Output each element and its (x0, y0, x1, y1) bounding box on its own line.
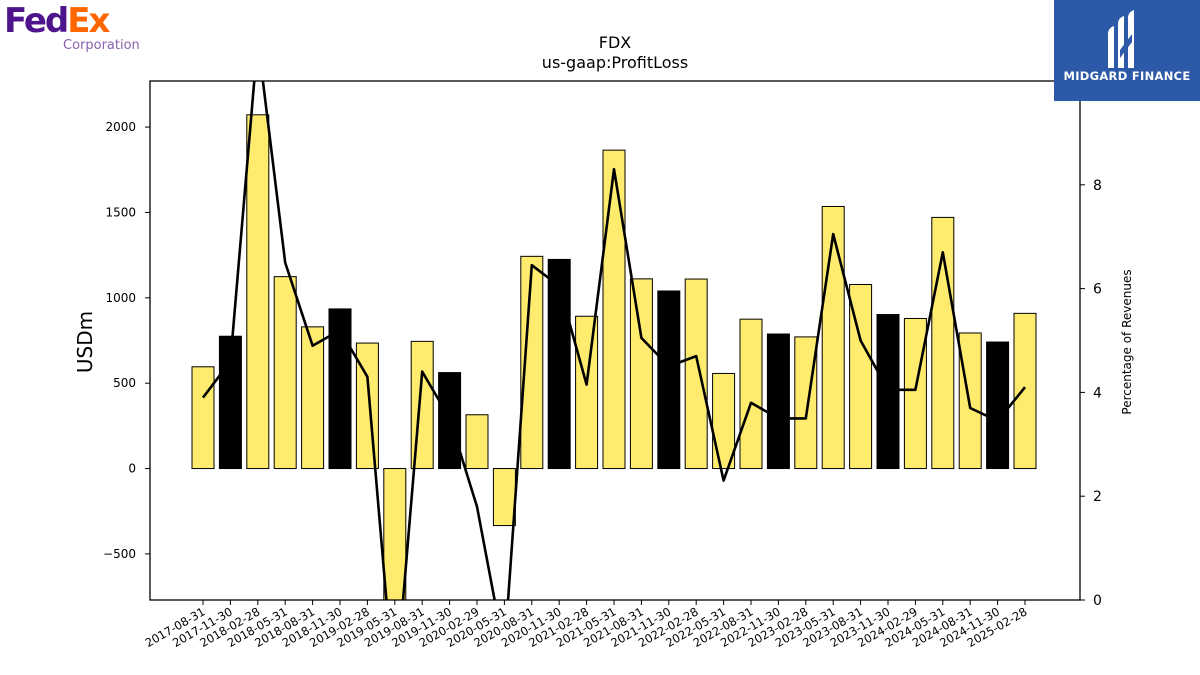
bar (273, 276, 297, 470)
bar (766, 333, 790, 470)
bar (191, 366, 215, 470)
bar (520, 255, 544, 470)
y-tick-label: −500 (103, 547, 136, 561)
bar (575, 315, 599, 470)
bar (547, 258, 571, 470)
y2-tick-label: 8 (1093, 178, 1102, 194)
bar (657, 290, 681, 470)
midgard-mark-icon (1108, 10, 1134, 68)
bar (301, 326, 325, 470)
bar (712, 372, 736, 470)
y-axis-label: USDm (73, 311, 97, 373)
bar (1013, 312, 1037, 470)
bar (876, 314, 900, 470)
bar (465, 414, 489, 470)
bar (821, 205, 845, 470)
bar (629, 278, 653, 470)
bar (492, 468, 516, 527)
fedex-logo: FedEx Corporation (4, 2, 144, 54)
bar (739, 318, 763, 470)
y-tick-label: 1500 (105, 205, 136, 219)
bar (849, 284, 873, 470)
series-line (201, 81, 1027, 600)
y2-tick-label: 2 (1093, 489, 1102, 505)
logo-text-midgard: MIDGARD FINANCE (1063, 69, 1191, 83)
bar (986, 341, 1010, 470)
y-tick-label: 0 (128, 462, 136, 476)
y-tick-label: 2000 (105, 120, 136, 134)
logo-text-corporation: Corporation (63, 38, 140, 53)
bar (246, 114, 270, 470)
logo-text-fed: Fed (4, 1, 69, 41)
y-tick-label: 1000 (105, 291, 136, 305)
y2-tick-label: 6 (1093, 282, 1102, 298)
bar (684, 278, 708, 470)
plot-frame (149, 80, 1081, 601)
bar (383, 468, 407, 601)
y2-tick-label: 0 (1093, 593, 1102, 609)
y2-axis-label: Percentage of Revenues (1120, 269, 1134, 414)
bar (794, 336, 818, 470)
chart-subtitle: us-gaap:ProfitLoss (542, 53, 688, 72)
bar (903, 317, 927, 470)
bar (328, 308, 352, 470)
bar (602, 149, 626, 470)
y-tick-label: 500 (113, 376, 136, 390)
y2-tick-label: 4 (1093, 385, 1102, 401)
midgard-finance-logo: MIDGARD FINANCE (1054, 0, 1200, 101)
chart-title: FDX (599, 33, 632, 52)
plot-area: −500050010001500200002468102017-08-31201… (103, 74, 1111, 650)
logo-text-ex: Ex (67, 1, 110, 41)
